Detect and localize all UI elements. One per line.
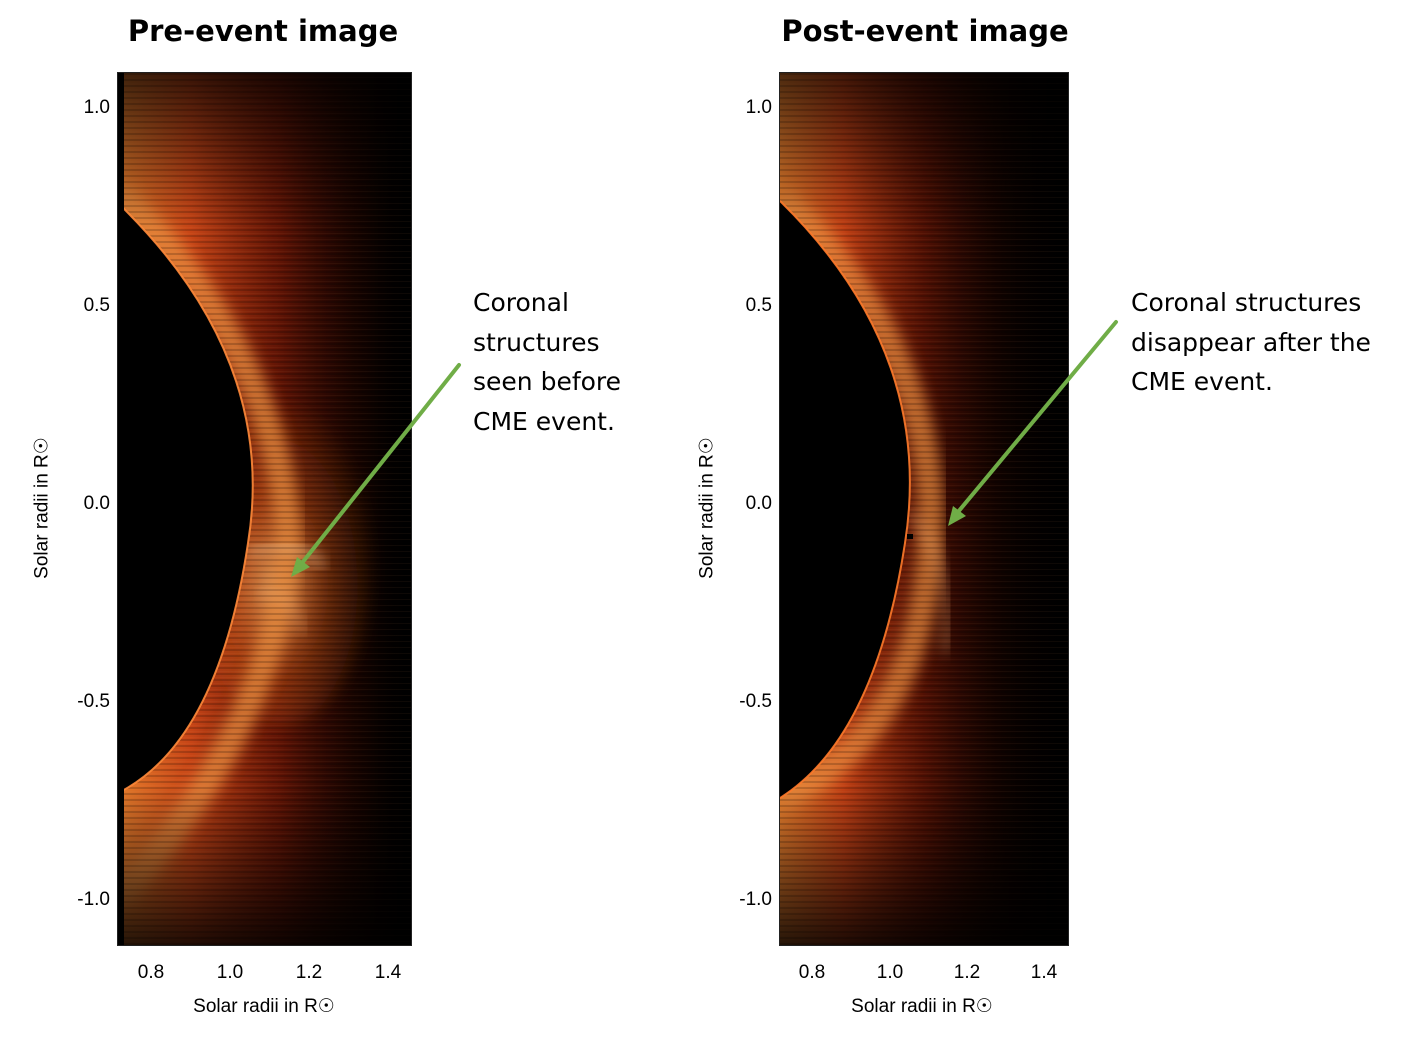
post-xtick-4: 1.4 bbox=[1030, 962, 1058, 983]
post-ytick-2: 0.5 bbox=[745, 295, 772, 316]
pre-xtick-2: 1.0 bbox=[216, 962, 244, 983]
post-xtick-2: 1.0 bbox=[876, 962, 904, 983]
post-xlabel: Solar radii in R☉ bbox=[851, 996, 993, 1017]
pre-xlabel: Solar radii in R☉ bbox=[193, 996, 335, 1017]
annotation-line: CME event. bbox=[1131, 367, 1273, 396]
pre-event-annotation: Coronal structures seen before CME event… bbox=[473, 283, 773, 441]
pre-event-image bbox=[117, 72, 412, 946]
annotation-line: CME event. bbox=[473, 406, 615, 436]
post-ylabel: Solar radii in R☉ bbox=[696, 437, 718, 579]
pre-xtick-3: 1.2 bbox=[295, 962, 323, 983]
pre-xtick-4: 1.4 bbox=[374, 962, 402, 983]
pre-ytick-5: -1.0 bbox=[77, 889, 110, 910]
pre-ytick-2: 0.5 bbox=[83, 295, 110, 316]
pre-ytick-3: 0.0 bbox=[83, 493, 110, 514]
annotation-line: Coronal bbox=[473, 288, 569, 317]
post-event-title: Post-event image bbox=[781, 14, 1069, 48]
annotation-line: structures bbox=[473, 327, 600, 357]
pre-event-title: Pre-event image bbox=[127, 14, 399, 48]
post-xtick-3: 1.2 bbox=[953, 962, 981, 983]
post-ytick-3: 0.0 bbox=[745, 493, 772, 514]
post-ytick-1: 1.0 bbox=[745, 97, 772, 118]
post-ytick-4: -0.5 bbox=[739, 691, 772, 712]
pre-xtick-1: 0.8 bbox=[137, 962, 165, 983]
pre-ylabel: Solar radii in R☉ bbox=[31, 437, 53, 579]
annotation-line: Coronal structures bbox=[1131, 288, 1362, 317]
pre-ytick-1: 1.0 bbox=[83, 97, 110, 118]
post-event-annotation: Coronal structures disappear after the C… bbox=[1131, 283, 1421, 402]
annotation-line: disappear after the bbox=[1131, 327, 1371, 357]
pre-ytick-4: -0.5 bbox=[77, 691, 110, 712]
post-xtick-1: 0.8 bbox=[798, 962, 826, 983]
annotation-line: seen before bbox=[473, 367, 622, 396]
post-event-image bbox=[779, 72, 1069, 946]
post-ytick-5: -1.0 bbox=[739, 889, 772, 910]
